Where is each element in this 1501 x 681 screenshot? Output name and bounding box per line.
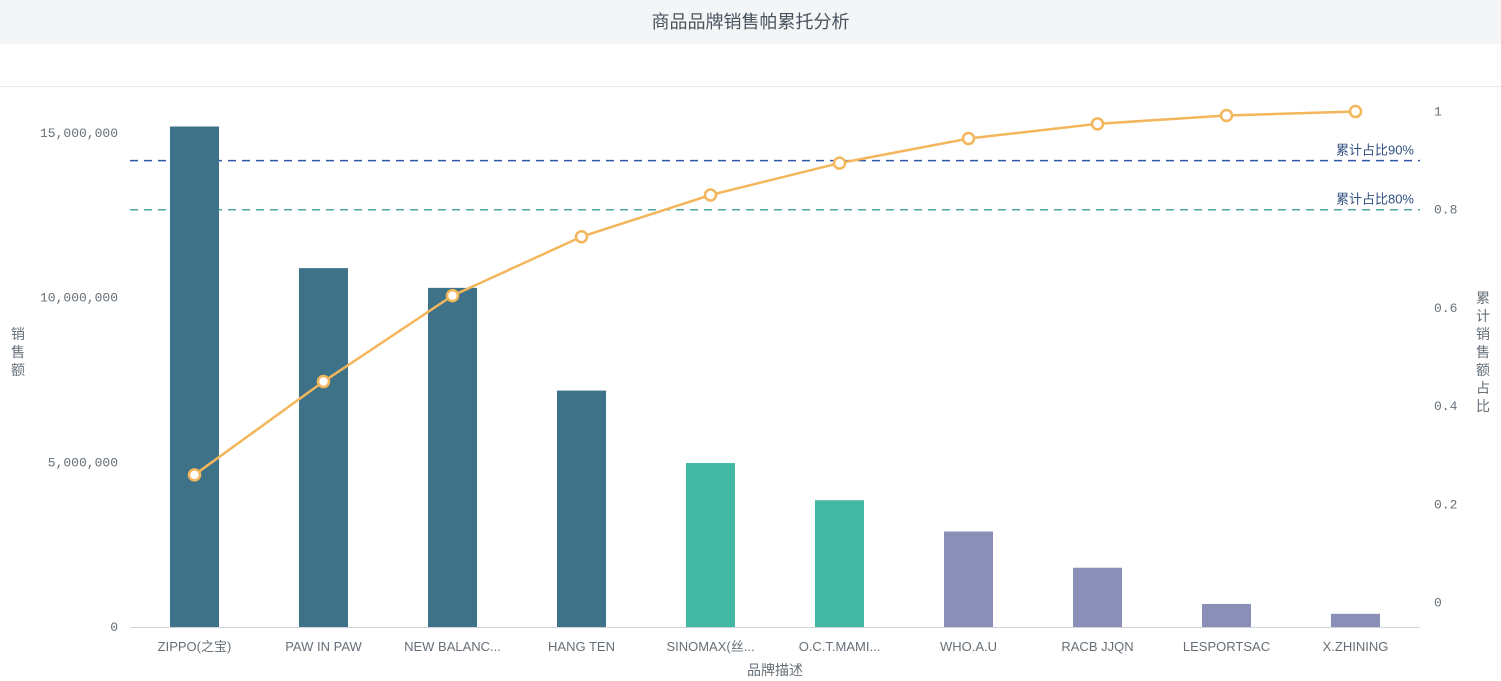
- y-right-axis-label: 累: [1476, 290, 1490, 306]
- bar[interactable]: [1331, 614, 1380, 627]
- x-category-label: O.C.T.MAMI...: [799, 639, 881, 654]
- line-marker[interactable]: [1221, 110, 1232, 121]
- y-right-axis-label: 计: [1476, 308, 1490, 324]
- y-right-axis-label: 销: [1476, 326, 1490, 342]
- y-left-tick-label: 15,000,000: [40, 126, 118, 141]
- line-marker[interactable]: [447, 290, 458, 301]
- bar[interactable]: [686, 463, 735, 627]
- y-right-axis-label: 售: [1476, 344, 1490, 360]
- line-marker[interactable]: [834, 158, 845, 169]
- reference-line-label: 累计占比90%: [1336, 143, 1414, 158]
- y-left-axis-label: 额: [11, 362, 25, 378]
- y-right-tick-label: 0.8: [1434, 203, 1457, 218]
- bar[interactable]: [557, 391, 606, 627]
- y-left-axis-label: 销: [11, 326, 25, 342]
- y-right-tick-label: 0.4: [1434, 399, 1458, 414]
- chart-title-bar: 商品品牌销售帕累托分析: [0, 0, 1501, 52]
- bar[interactable]: [815, 500, 864, 627]
- y-right-tick-label: 0: [1434, 595, 1442, 610]
- line-marker[interactable]: [189, 469, 200, 480]
- y-left-tick-label: 10,000,000: [40, 291, 118, 306]
- reference-line-label: 累计占比80%: [1336, 192, 1414, 207]
- bar[interactable]: [299, 268, 348, 627]
- x-category-label: NEW BALANC...: [404, 639, 501, 654]
- y-right-axis-label: 额: [1476, 362, 1490, 378]
- y-left-tick-label: 0: [110, 620, 118, 635]
- y-right-tick-label: 0.6: [1434, 301, 1457, 316]
- line-marker[interactable]: [318, 376, 329, 387]
- bar[interactable]: [1202, 604, 1251, 627]
- y-right-tick-label: 1: [1434, 105, 1442, 120]
- x-category-label: RACB JJQN: [1061, 639, 1133, 654]
- line-marker[interactable]: [963, 133, 974, 144]
- y-right-axis-label: 比: [1476, 398, 1490, 414]
- x-axis-label: 品牌描述: [747, 662, 803, 678]
- y-left-tick-label: 5,000,000: [48, 455, 118, 470]
- y-right-axis-label: 占: [1476, 380, 1490, 396]
- line-marker[interactable]: [705, 190, 716, 201]
- chart-title: 商品品牌销售帕累托分析: [652, 12, 850, 32]
- line-marker[interactable]: [576, 231, 587, 242]
- x-category-label: WHO.A.U: [940, 639, 997, 654]
- line-marker[interactable]: [1350, 106, 1361, 117]
- pareto-chart: 累计占比90% 累计占比80% 0 5,000,000 10,000,000 15,000…: [0, 52, 1501, 681]
- x-category-label: X.ZHINING: [1323, 639, 1389, 654]
- bar[interactable]: [428, 288, 477, 627]
- bar[interactable]: [170, 127, 219, 627]
- x-category-label: ZIPPO(之宝): [158, 639, 232, 654]
- x-category-label: HANG TEN: [548, 639, 615, 654]
- x-category-label: PAW IN PAW: [285, 639, 362, 654]
- x-category-label: LESPORTSAC: [1183, 639, 1270, 654]
- bar[interactable]: [944, 532, 993, 627]
- y-left-axis-label: 售: [11, 344, 25, 360]
- pareto-chart-svg: 累计占比90% 累计占比80% 0 5,000,000 10,000,000 15,000…: [0, 52, 1501, 681]
- x-category-label: SINOMAX(丝...: [666, 639, 754, 654]
- line-marker[interactable]: [1092, 118, 1103, 129]
- y-right-tick-label: 0.2: [1434, 497, 1457, 512]
- bar[interactable]: [1073, 568, 1122, 627]
